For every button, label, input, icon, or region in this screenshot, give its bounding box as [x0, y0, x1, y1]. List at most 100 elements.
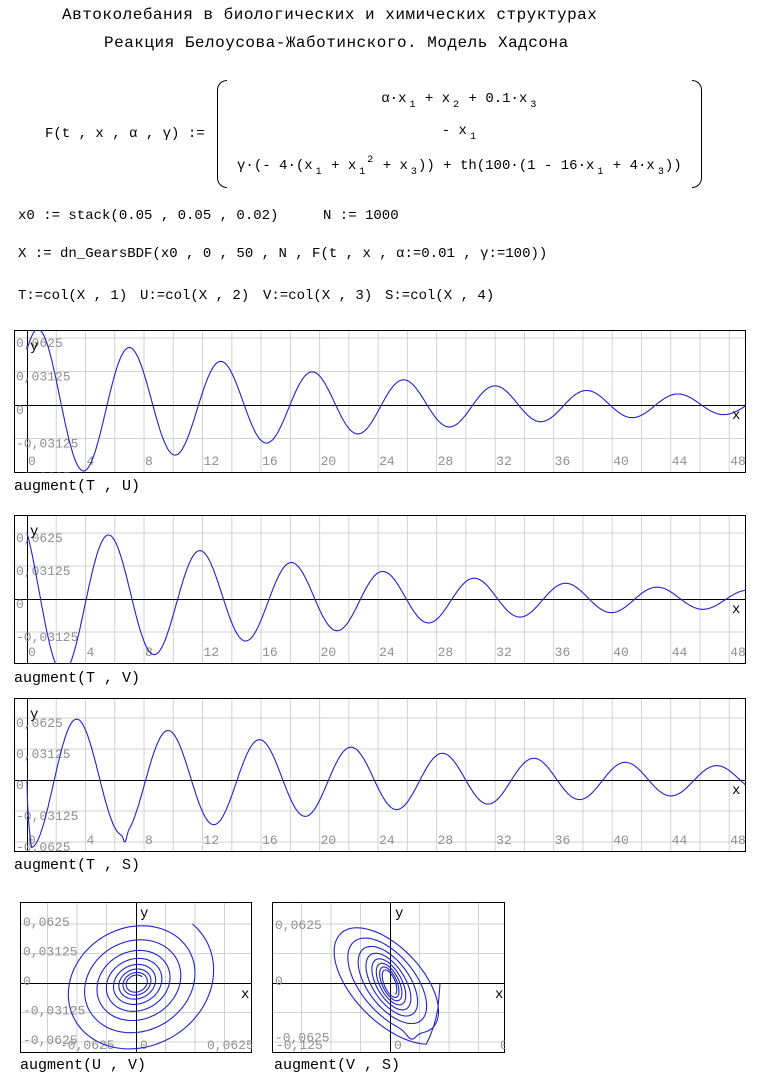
- definition-T[interactable]: T:=col(X , 1): [18, 288, 128, 304]
- svg-text:-0,125: -0,125: [276, 1038, 323, 1053]
- plot-caption-T-U[interactable]: augment(T , U): [14, 478, 141, 495]
- plot-caption-T-V[interactable]: augment(T , V): [14, 670, 141, 687]
- svg-text:48: 48: [730, 645, 746, 660]
- svg-text:20: 20: [321, 833, 337, 848]
- svg-text:0,0625: 0,0625: [16, 336, 63, 351]
- svg-text:0: 0: [28, 454, 36, 469]
- svg-text:40: 40: [613, 645, 629, 660]
- formula-subscript: 1: [409, 99, 416, 111]
- matrix-paren-right-icon: [691, 80, 702, 188]
- svg-text:24: 24: [379, 645, 395, 660]
- definition-x0[interactable]: x0 := stack(0.05 , 0.05 , 0.02): [18, 208, 279, 224]
- svg-text:12: 12: [204, 645, 220, 660]
- svg-text:36: 36: [555, 833, 571, 848]
- svg-text:40: 40: [613, 454, 629, 469]
- svg-text:28: 28: [438, 833, 454, 848]
- plot-augment-V-S[interactable]: 0,0625 0 -0,0625 -0,125 0 0 y x: [272, 902, 505, 1053]
- svg-text:-0,03125: -0,03125: [16, 809, 78, 824]
- formula-lhs: F(t , x , α , γ) :=: [45, 126, 214, 142]
- formula-subscript: 1: [315, 166, 322, 178]
- svg-text:4: 4: [87, 454, 95, 469]
- worksheet-title-line1[interactable]: Автоколебания в биологических и химическ…: [62, 6, 598, 24]
- svg-text:0,0625: 0,0625: [23, 915, 70, 930]
- svg-text:44: 44: [672, 833, 688, 848]
- svg-text:32: 32: [496, 833, 512, 848]
- svg-text:24: 24: [379, 833, 395, 848]
- formula-text: α·x: [381, 90, 407, 107]
- svg-text:24: 24: [379, 454, 395, 469]
- svg-text:0,0625: 0,0625: [207, 1038, 252, 1053]
- plot-augment-U-V[interactable]: 0,0625 0,03125 0 -0,03125 -0,0625 -0,0625 0 0,0…: [20, 902, 252, 1053]
- svg-text:x: x: [495, 987, 503, 1003]
- svg-text:0: 0: [500, 1038, 505, 1053]
- svg-text:28: 28: [438, 645, 454, 660]
- plot-caption-U-V[interactable]: augment(U , V): [20, 1057, 147, 1074]
- svg-text:48: 48: [730, 833, 746, 848]
- formula-text: )) + th(100·(1 - 16·x: [417, 157, 595, 174]
- svg-text:16: 16: [262, 833, 278, 848]
- plot-canvas-T-S[interactable]: 0 4 8 12 16 20 24 28 32 36 40 44 480,06250,031250-0,…: [14, 698, 746, 852]
- formula-subscript: 1: [359, 166, 366, 178]
- formula-subscript: 3: [657, 166, 664, 178]
- definition-V[interactable]: V:=col(X , 3): [263, 288, 373, 304]
- svg-text:-0,03125: -0,03125: [16, 630, 78, 645]
- svg-text:0,03125: 0,03125: [16, 370, 71, 385]
- svg-text:12: 12: [204, 833, 220, 848]
- plot-canvas-V-S[interactable]: 0,0625 0 -0,0625-0,125 0 0 y x: [272, 902, 505, 1053]
- svg-text:0,03125: 0,03125: [16, 747, 71, 762]
- svg-text:36: 36: [555, 454, 571, 469]
- svg-text:8: 8: [145, 833, 153, 848]
- svg-text:0,03125: 0,03125: [16, 564, 71, 579]
- svg-text:y: y: [30, 707, 38, 723]
- plot-canvas-T-V[interactable]: 0 4 8 12 16 20 24 28 32 36 40 44 480,06250,031250-0,…: [14, 515, 746, 664]
- svg-text:0,0625: 0,0625: [275, 918, 322, 933]
- svg-text:0: 0: [16, 597, 24, 612]
- formula-subscript: 1: [597, 166, 604, 178]
- svg-text:36: 36: [555, 645, 571, 660]
- svg-text:20: 20: [321, 645, 337, 660]
- svg-text:44: 44: [672, 454, 688, 469]
- formula-row-3: γ·(- 4·(x 1 + x 12 + x 3)) + th(100·(1 - 16…: [233, 149, 686, 184]
- svg-text:44: 44: [672, 645, 688, 660]
- plot-augment-T-S[interactable]: 0 4 8 12 16 20 24 28 32 36 40 44 48 0,0625 0,03125 0 -0,…: [14, 698, 746, 852]
- svg-text:0,0625: 0,0625: [16, 716, 63, 731]
- svg-text:-0,0625: -0,0625: [16, 663, 71, 664]
- svg-text:0: 0: [28, 833, 36, 848]
- svg-text:4: 4: [87, 833, 95, 848]
- svg-text:0: 0: [28, 645, 36, 660]
- plot-canvas-U-V[interactable]: 0,0625 0,03125 0 -0,03125 -0,0625-0,0625 0 0,0…: [20, 902, 252, 1053]
- svg-text:0: 0: [394, 1038, 402, 1053]
- plot-caption-V-S[interactable]: augment(V , S): [274, 1057, 401, 1074]
- svg-text:x: x: [241, 987, 249, 1003]
- formula-subscript: 3: [530, 99, 537, 111]
- formula-text: + x: [416, 90, 451, 107]
- matrix-paren-left-icon: [217, 80, 228, 188]
- svg-text:32: 32: [496, 645, 512, 660]
- definition-S[interactable]: S:=col(X , 4): [385, 288, 495, 304]
- svg-text:12: 12: [204, 454, 220, 469]
- formula-text: )): [664, 157, 682, 174]
- definition-N[interactable]: N := 1000: [323, 208, 399, 224]
- svg-text:-0,03125: -0,03125: [16, 437, 78, 452]
- svg-text:-0,03125: -0,03125: [23, 1004, 85, 1019]
- svg-text:8: 8: [145, 454, 153, 469]
- svg-text:16: 16: [262, 645, 278, 660]
- plot-augment-T-U[interactable]: 0 4 8 12 16 20 24 28 32 36 40 44 48 0,0625 0,03125 0 -0,…: [14, 330, 746, 473]
- svg-text:y: y: [30, 524, 38, 540]
- definition-X-solver[interactable]: X := dn_GearsBDF(x0 , 0 , 50 , N , F(t ,…: [18, 246, 548, 262]
- plot-augment-T-V[interactable]: 0 4 8 12 16 20 24 28 32 36 40 44 48 0,0625 0,03125 0 -0,…: [14, 515, 746, 664]
- svg-text:-0,0625: -0,0625: [275, 1030, 330, 1045]
- svg-text:48: 48: [730, 454, 746, 469]
- formula-subscript: 3: [410, 166, 417, 178]
- plot-caption-T-S[interactable]: augment(T , S): [14, 857, 141, 874]
- plot-canvas-T-U[interactable]: 0 4 8 12 16 20 24 28 32 36 40 44 480,06250,031250-0,…: [14, 330, 746, 473]
- definition-U[interactable]: U:=col(X , 2): [140, 288, 250, 304]
- svg-text:32: 32: [496, 454, 512, 469]
- worksheet-title-line2[interactable]: Реакция Белоусова-Жаботинского. Модель Х…: [104, 34, 569, 52]
- svg-text:0: 0: [23, 974, 31, 989]
- svg-text:0: 0: [16, 778, 24, 793]
